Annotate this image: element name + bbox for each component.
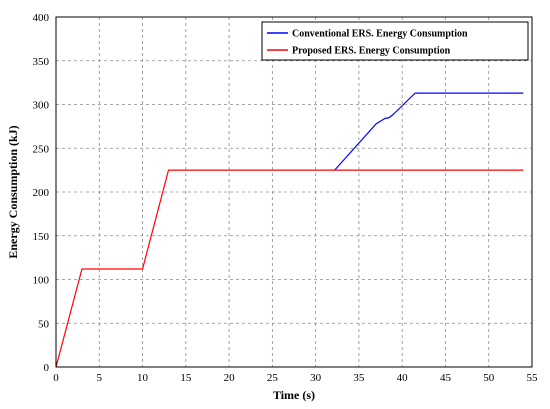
x-tick-label: 45 <box>440 372 452 384</box>
x-tick-label: 50 <box>483 372 495 384</box>
y-tick-label: 250 <box>33 143 50 155</box>
tick-labels: 0 5 10 15 20 25 30 35 40 45 50 55 0 50 100 150 200 250 300… <box>33 12 539 384</box>
y-tick-label: 50 <box>38 318 50 330</box>
x-tick-label: 40 <box>397 372 409 384</box>
plot-frame <box>55 16 533 368</box>
legend-box <box>261 21 529 61</box>
x-tick-label: 20 <box>224 372 236 384</box>
y-tick-label: 300 <box>33 100 50 112</box>
x-tick-label: 30 <box>310 372 322 384</box>
y-tick-label: 350 <box>33 56 50 68</box>
grid <box>56 17 532 367</box>
x-axis-label: Time (s) <box>273 388 315 402</box>
y-tick-label: 200 <box>33 187 50 199</box>
x-tick-label: 5 <box>97 372 103 384</box>
y-tick-label: 400 <box>33 12 50 24</box>
legend-label-conventional: Conventional ERS. Energy Consumption <box>292 29 468 40</box>
legend: Conventional ERS. Energy Consumption Pro… <box>261 21 529 61</box>
y-tick-label: 100 <box>33 275 50 287</box>
x-tick-label: 25 <box>267 372 279 384</box>
series-layer <box>55 92 524 368</box>
x-tick-label: 10 <box>137 372 149 384</box>
x-tick-label: 35 <box>353 372 365 384</box>
x-tick-label: 55 <box>527 372 539 384</box>
y-tick-label: 0 <box>44 362 50 374</box>
x-tick-label: 15 <box>180 372 192 384</box>
legend-label-proposed: Proposed ERS. Energy Consumption <box>292 46 451 57</box>
y-axis-label: Energy Consumption (kJ) <box>6 125 20 258</box>
y-tick-label: 150 <box>33 231 50 243</box>
x-tick-label: 0 <box>53 372 59 384</box>
series-line-proposed <box>55 169 524 368</box>
series-line-conventional <box>334 92 524 171</box>
